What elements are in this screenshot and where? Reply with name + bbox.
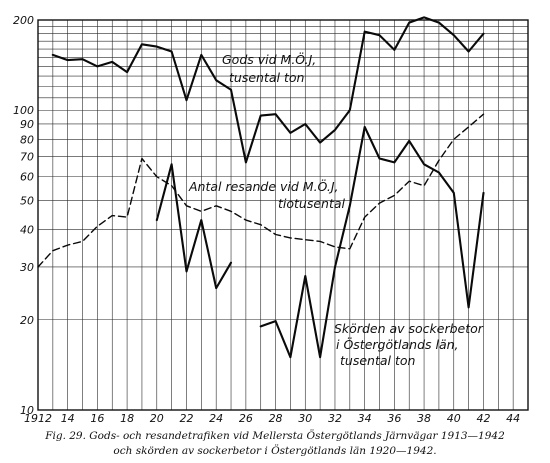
x-tick-label: 40 (447, 412, 461, 425)
series-line-1 (51, 16, 485, 164)
x-tick-label: 16 (90, 412, 104, 425)
series-line-2 (37, 113, 485, 268)
chart-annotations: Gods vid M.Ö.J, tusental ton Antal resan… (188, 51, 484, 368)
figure-caption-line1: Fig. 29. Gods- och resandetrafiken vid M… (45, 430, 505, 442)
y-tick-label: 100 (13, 104, 34, 117)
x-tick-label: 38 (417, 412, 431, 425)
x-tick-label: 22 (179, 412, 193, 425)
annotation-socker-line1: Skörden av sockerbetor (334, 321, 484, 336)
series-line-3 (155, 163, 233, 290)
y-tick-label: 30 (20, 261, 34, 274)
y-tick-label: 40 (20, 224, 34, 237)
x-tick-label: 24 (209, 412, 223, 425)
y-tick-label: 60 (20, 171, 34, 184)
chart-series (37, 16, 485, 359)
annotation-resande-line1: Antal resande vid M.Ö.J, (188, 178, 339, 194)
x-tick-label: 14 (61, 412, 75, 425)
series-line-3 (259, 125, 485, 359)
x-tick-label: 42 (476, 412, 490, 425)
chart-grid (37, 19, 529, 411)
y-tick-label: 200 (13, 14, 34, 27)
x-tick-label: 1912 (24, 412, 52, 425)
x-tick-label: 30 (298, 412, 312, 425)
x-tick-label: 36 (387, 412, 401, 425)
annotation-socker-line2: i Östergötlands län, (336, 336, 459, 352)
annotation-gods-line1: Gods vid M.Ö.J, (222, 51, 316, 67)
x-tick-label: 18 (120, 412, 134, 425)
y-tick-label: 70 (20, 151, 34, 164)
figure-caption-line2: och skörden av sockerbetor i Östergötlan… (113, 445, 437, 457)
annotation-resande-line2: tiotusental (278, 196, 346, 211)
annotation-gods-line2: tusental ton (229, 70, 305, 85)
x-tick-label: 28 (269, 412, 283, 425)
x-tick-label: 44 (506, 412, 520, 425)
x-tick-label: 34 (358, 412, 372, 425)
x-tick-label: 26 (239, 412, 253, 425)
x-tick-label: 20 (150, 412, 164, 425)
x-tick-label: 32 (328, 412, 342, 425)
y-tick-label: 20 (20, 314, 34, 327)
y-tick-label: 80 (20, 133, 34, 146)
y-tick-label: 50 (20, 194, 34, 207)
y-tick-label: 10 (20, 404, 34, 417)
y-tick-label: 90 (20, 118, 34, 131)
plot-frame (37, 19, 529, 411)
annotation-socker-line3: tusental ton (340, 353, 416, 368)
